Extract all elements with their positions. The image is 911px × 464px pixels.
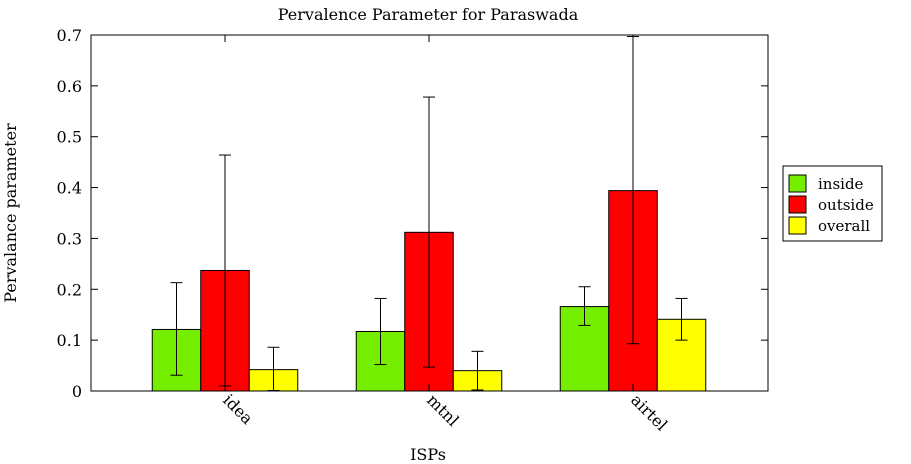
y-tick-label: 0.3	[57, 229, 82, 248]
y-tick-label: 0.1	[57, 331, 82, 350]
y-tick-label: 0.6	[57, 77, 82, 96]
legend-label-overall: overall	[818, 217, 870, 235]
y-axis-label: Pervalance parameter	[1, 123, 20, 303]
x-tick-label-airtel: airtel	[627, 390, 671, 434]
error-bars	[170, 36, 688, 391]
legend-swatch-overall	[788, 216, 807, 235]
legend-label-outside: outside	[818, 196, 874, 214]
x-tick-label-mtnl: mtnl	[423, 390, 463, 430]
x-axis-label: ISPs	[410, 445, 446, 464]
legend: inside outside overall	[782, 165, 883, 242]
y-tick-label: 0	[72, 382, 82, 401]
y-tick-label: 0.5	[57, 128, 82, 147]
y-tick-label: 0.7	[57, 26, 82, 45]
legend-label-inside: inside	[818, 175, 864, 193]
legend-swatch-inside	[788, 174, 807, 193]
legend-swatch-outside	[788, 195, 807, 214]
y-axis: 0 0.1 0.2 0.3 0.4 0.5 0.6 0.7	[57, 26, 768, 401]
x-tick-label-idea: idea	[219, 390, 257, 428]
y-tick-label: 0.4	[57, 179, 82, 198]
chart-title: Pervalence Parameter for Paraswada	[278, 5, 579, 24]
y-tick-label: 0.2	[57, 280, 82, 299]
